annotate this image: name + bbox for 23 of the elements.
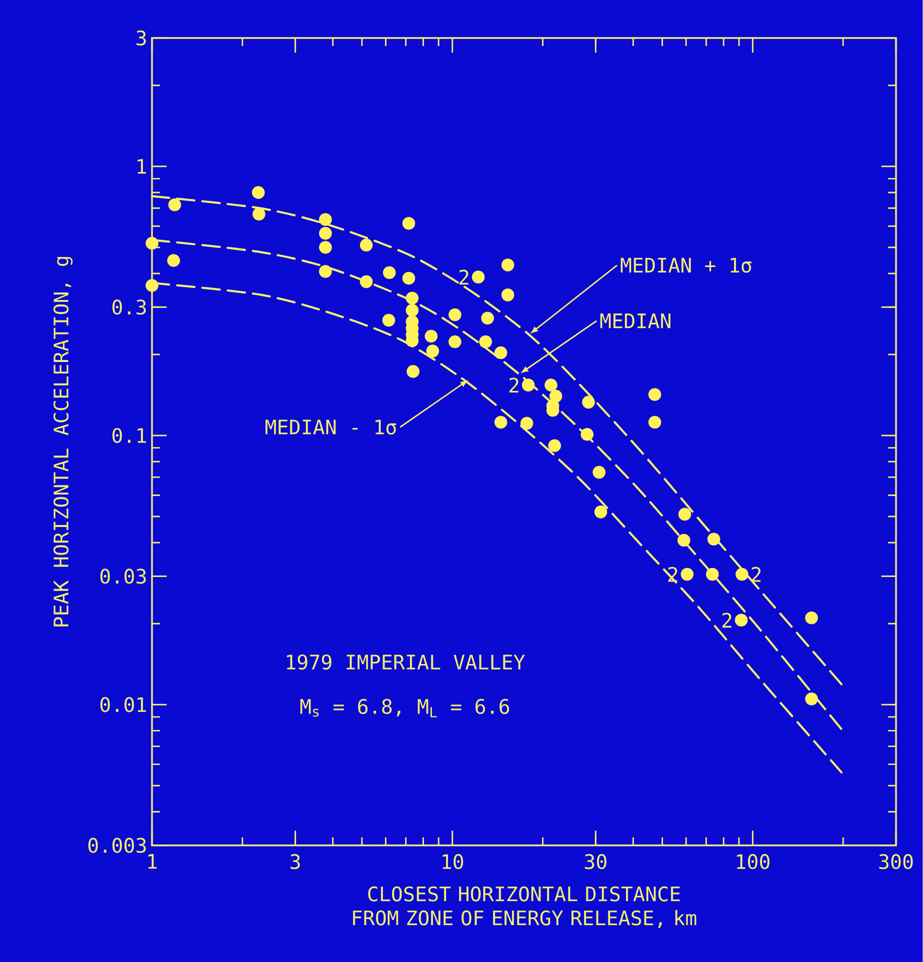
annotation: 2 bbox=[510, 378, 518, 392]
y-tick-label: 1 bbox=[138, 159, 146, 174]
x-tick-label: 1 bbox=[148, 854, 157, 869]
annotation: 2 bbox=[722, 612, 732, 628]
y-tick-label: 0.01 bbox=[100, 697, 146, 712]
annotation: 1979 IMPERIAL VALLEY bbox=[287, 654, 526, 670]
y-tick-label: 3 bbox=[136, 30, 146, 46]
y-tick-label: 0.1 bbox=[112, 428, 146, 444]
y-tick-label: 0.003 bbox=[88, 838, 146, 853]
x-tick-label: 100 bbox=[737, 854, 770, 870]
annotation: 2 bbox=[460, 270, 468, 284]
annotation: MEDIAN bbox=[600, 314, 671, 328]
y-axis-title: PEAK HORIZONTAL ACCELERATION, g bbox=[54, 256, 73, 626]
annotation: MEDIAN + 1σ bbox=[620, 258, 752, 273]
annotation: MEDIAN - 1σ bbox=[266, 420, 396, 435]
y-tick-label: 0.3 bbox=[112, 300, 146, 315]
x-tick-label: 3 bbox=[290, 854, 300, 870]
x-axis-title: CLOSEST HORIZONTAL DISTANCE FROM ZONE OF ENERGY RELEASE, km bbox=[353, 886, 696, 928]
annotation: M$_{s}$ = 6.8, M$_{L}$ = 6.6 bbox=[300, 698, 510, 718]
x-tick-label: 300 bbox=[879, 854, 913, 870]
y-tick-label: 0.03 bbox=[100, 568, 146, 584]
x-tick-label: 30 bbox=[585, 854, 607, 870]
x-tick-label: 10 bbox=[442, 854, 464, 870]
